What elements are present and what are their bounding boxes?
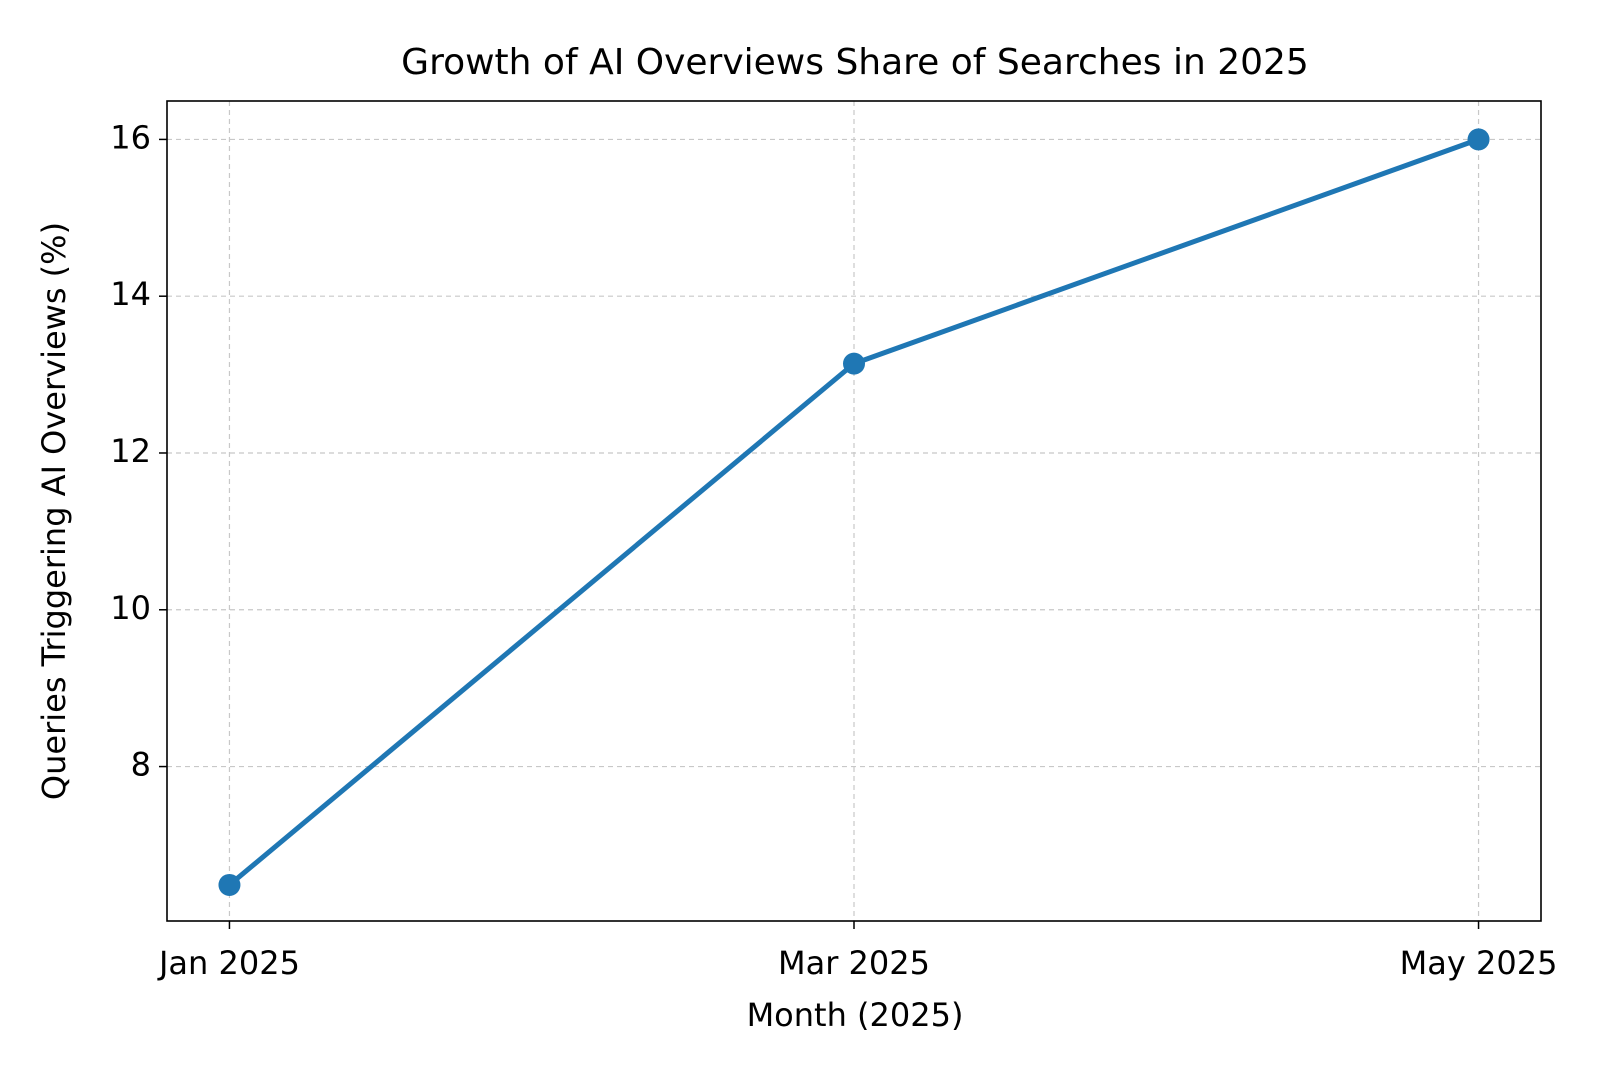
data-line [227,137,1480,887]
chart-title: Growth of AI Overviews Share of Searches… [401,42,1309,83]
data-point [843,352,865,375]
x-axis-label: Month (2025) [747,996,964,1034]
x-tick-label: Mar 2025 [778,944,930,982]
y-axis-label: Queries Triggering AI Overviews (%) [35,222,73,800]
data-point [218,873,241,896]
x-tick-label: Jan 2025 [157,944,300,982]
y-tick-label: 16 [110,118,151,156]
data-point [1467,128,1490,151]
plot-frame [166,100,1542,922]
y-tick-label: 10 [110,589,151,627]
y-tick-label: 12 [110,432,151,470]
y-tick-label: 8 [131,746,151,784]
x-tick-label: May 2025 [1400,944,1558,982]
y-tick-label: 14 [110,275,151,313]
